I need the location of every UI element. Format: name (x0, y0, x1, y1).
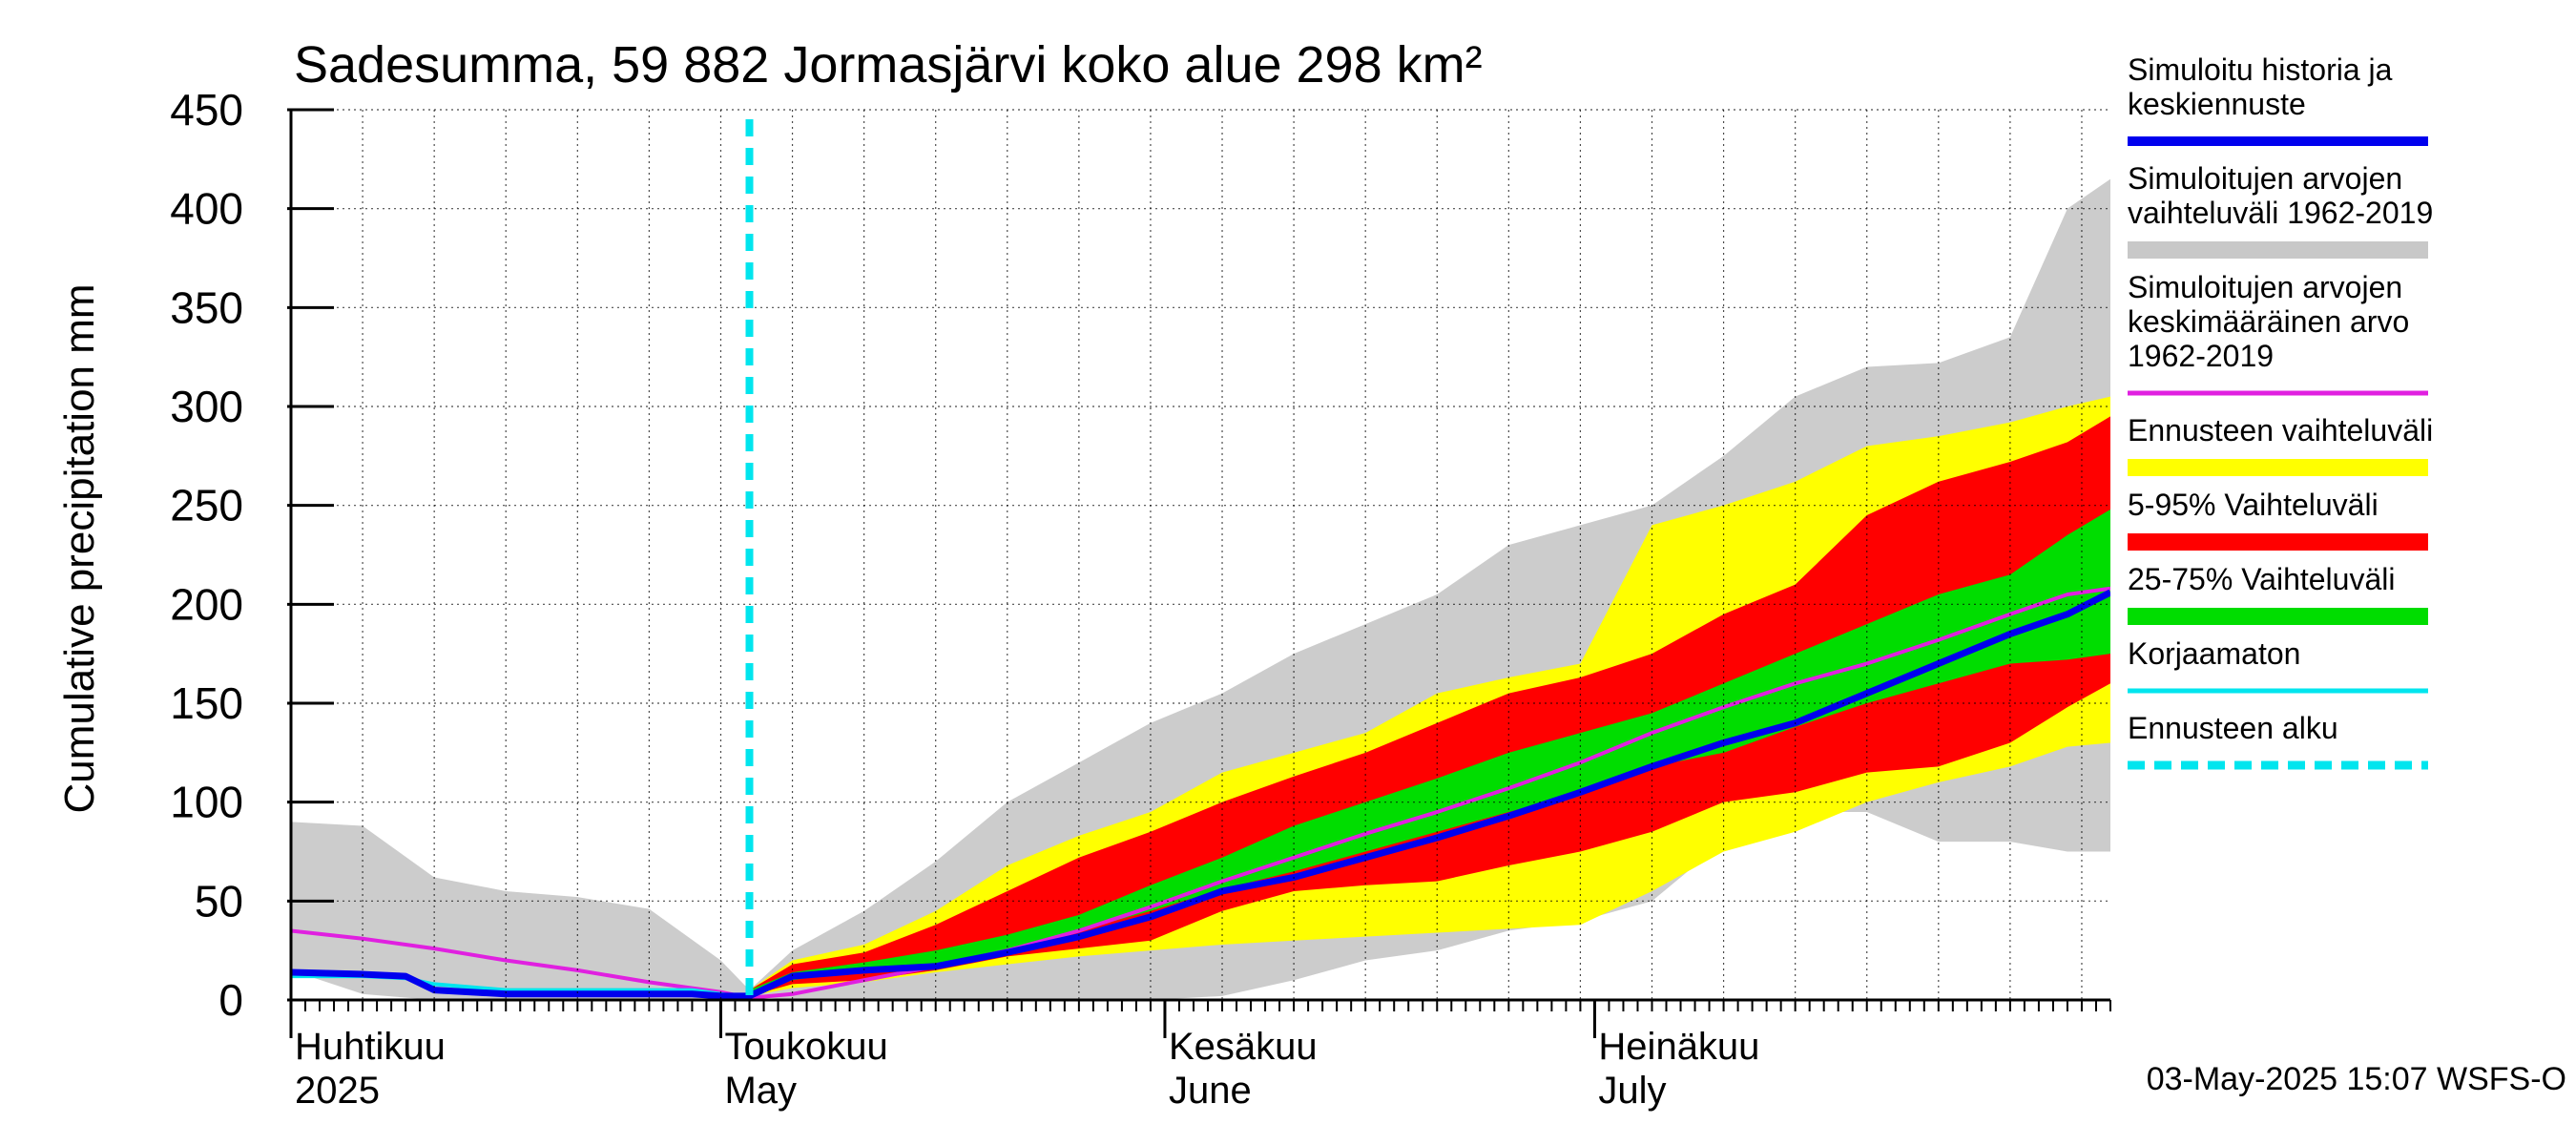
y-tick-label: 50 (195, 876, 243, 926)
y-tick-label: 350 (170, 282, 243, 332)
month-label-en: July (1598, 1070, 1666, 1112)
legend-swatch (2128, 533, 2428, 551)
plot-area (291, 109, 2110, 1001)
series-group (291, 178, 2110, 1000)
legend-label: Simuloitujen arvojen (2128, 161, 2402, 196)
legend-label: Simuloitu historia ja (2128, 52, 2393, 87)
legend-label: Ennusteen alku (2128, 711, 2338, 745)
month-label-en: 2025 (295, 1070, 380, 1112)
legend-label: keskiennuste (2128, 87, 2306, 121)
legend-label: Simuloitujen arvojen (2128, 270, 2402, 304)
legend-label: 1962-2019 (2128, 339, 2274, 373)
y-tick-label: 100 (170, 778, 243, 827)
band-series-1 (749, 396, 2110, 996)
month-label-fi: Heinäkuu (1598, 1026, 1759, 1068)
legend-label: vaihteluväli 1962-2019 (2128, 196, 2433, 230)
month-label-fi: Huhtikuu (295, 1026, 446, 1068)
legend-swatch (2128, 241, 2428, 259)
legend-label: 25-75% Vaihteluväli (2128, 562, 2395, 596)
y-tick-label: 400 (170, 184, 243, 234)
y-axis-label: Cumulative precipitation mm (56, 283, 103, 813)
line-series-6 (291, 589, 2110, 1000)
y-tick-label: 300 (170, 382, 243, 431)
legend-swatch (2128, 608, 2428, 625)
y-tick-label: 250 (170, 481, 243, 531)
y-tick-label: 0 (218, 975, 243, 1025)
y-tick-label: 150 (170, 678, 243, 728)
legend-swatch (2128, 459, 2428, 476)
month-label-en: June (1169, 1070, 1252, 1112)
legend-label: 5-95% Vaihteluväli (2128, 488, 2379, 522)
legend-label: keskimääräinen arvo (2128, 304, 2409, 339)
timestamp-footer: 03-May-2025 15:07 WSFS-O (2147, 1061, 2566, 1097)
legend-label: Korjaamaton (2128, 636, 2300, 671)
month-label-fi: Kesäkuu (1169, 1026, 1318, 1068)
month-label-fi: Toukokuu (724, 1026, 887, 1068)
y-tick-label: 200 (170, 579, 243, 629)
line-series-4 (291, 586, 2110, 1000)
legend-label: Ennusteen vaihteluväli (2128, 413, 2433, 448)
month-label-en: May (724, 1070, 797, 1112)
chart-title: Sadesumma, 59 882 Jormasjärvi koko alue … (294, 36, 1483, 94)
y-tick-label: 450 (170, 85, 243, 135)
